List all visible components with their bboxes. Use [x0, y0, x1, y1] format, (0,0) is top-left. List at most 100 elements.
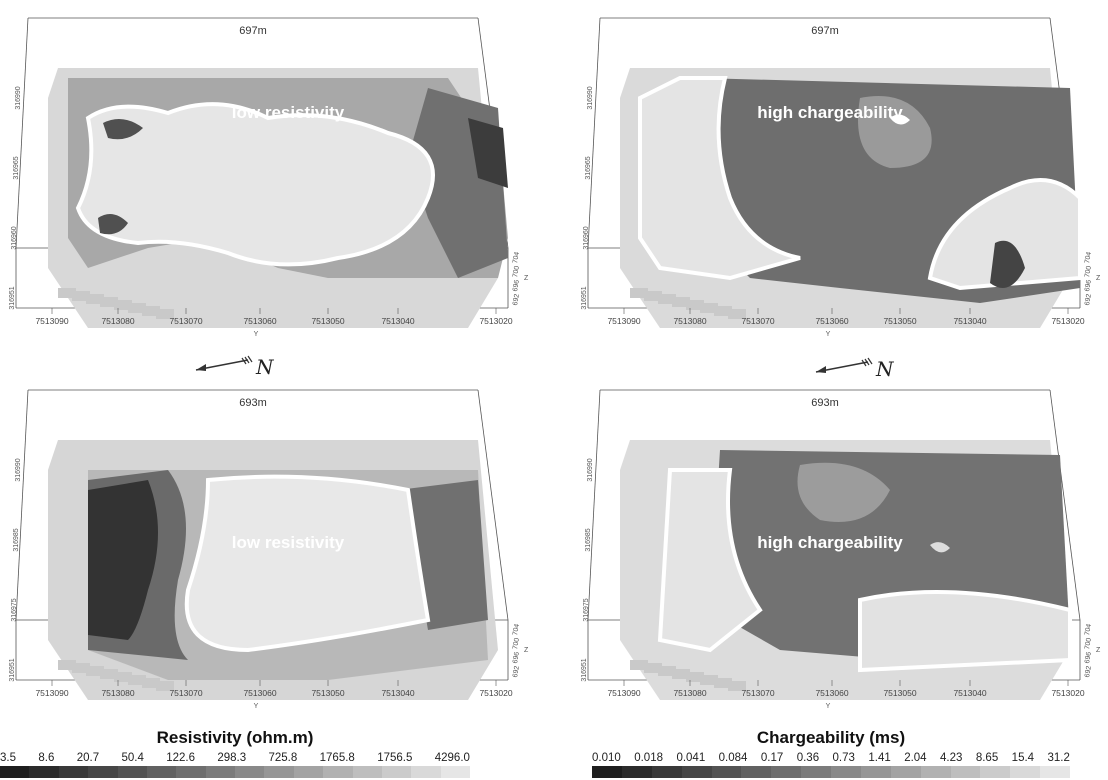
- contour-step: [714, 306, 732, 316]
- z-tick-label: 696: [1084, 651, 1093, 664]
- legend-swatch: [831, 766, 861, 778]
- legend-value: 0.010: [592, 752, 621, 764]
- depth-label: 693m: [239, 397, 267, 409]
- x-tick-label: 7513050: [311, 688, 344, 698]
- contour-step: [86, 666, 104, 676]
- contour-step: [58, 660, 76, 670]
- zone-label: low resistivity: [232, 103, 345, 122]
- legend-value: 4296.0: [434, 752, 470, 764]
- depth-label: 697m: [811, 25, 839, 37]
- z-tick-label: 696: [512, 279, 521, 292]
- contour-step: [630, 660, 648, 670]
- contour-step: [630, 288, 648, 298]
- z-tick-label: 692: [512, 665, 521, 678]
- z-tick-label: 692: [1084, 665, 1093, 678]
- legend-swatch: [0, 766, 30, 778]
- zone-label: high chargeability: [757, 533, 903, 552]
- z-tick-label: 700: [1084, 265, 1093, 278]
- contour-step: [114, 672, 132, 682]
- legend-colorbar: [592, 766, 1070, 778]
- map-panel-2: 697m high chargeability 7513090 7513080 7513…: [580, 8, 1101, 348]
- depth-label: 693m: [811, 397, 839, 409]
- x-tick-label: 7513060: [815, 688, 848, 698]
- x-tick-label: 7513020: [1051, 688, 1084, 698]
- y-tick-label: 316985: [585, 528, 592, 551]
- legend-value: 3.5: [0, 752, 16, 764]
- y-tick-label: 316990: [587, 86, 594, 109]
- y-tick-label: 316951: [581, 658, 588, 681]
- contour-step: [658, 294, 676, 304]
- legend-value: 298.3: [217, 752, 247, 764]
- x-tick-label: 7513070: [741, 316, 774, 326]
- z-tick-label: 704: [512, 251, 521, 264]
- contour-step: [714, 678, 732, 688]
- legend-swatch: [711, 766, 742, 778]
- contour-surface: [48, 68, 508, 328]
- legend-value: 15.4: [1011, 752, 1035, 764]
- contour-step: [728, 681, 746, 691]
- legend-values: 0.010 0.018 0.041 0.084 0.17 0.36 0.73 1.41 2.04…: [592, 752, 1070, 764]
- z-tick-label: 704: [1084, 623, 1093, 636]
- z-tick-label: 692: [512, 293, 521, 306]
- legend-swatch: [890, 766, 921, 778]
- legend-value: 20.7: [76, 752, 100, 764]
- contour-zone: [858, 590, 1072, 673]
- contour-step: [686, 672, 704, 682]
- y-tick-label: 316975: [11, 598, 18, 621]
- contour-zone: [398, 480, 488, 630]
- y-tick-label: 316985: [13, 528, 20, 551]
- legend-value: 8.65: [975, 752, 999, 764]
- y-tick-label: 316951: [581, 286, 588, 309]
- box-edge: [15, 389, 29, 621]
- legend-swatch: [1010, 766, 1041, 778]
- x-tick-label: 7513060: [243, 316, 276, 326]
- zone-label: high chargeability: [757, 103, 903, 122]
- contour-zone: [88, 480, 158, 640]
- contour-step: [700, 675, 718, 685]
- x-tick-label: 7513050: [883, 688, 916, 698]
- contour-step: [142, 306, 160, 316]
- north-label: N: [875, 357, 895, 381]
- x-tick-label: 7513080: [673, 688, 706, 698]
- legend-swatch: [235, 766, 265, 778]
- y-tick-label: 316965: [13, 156, 20, 179]
- x-tick-label: 7513080: [101, 316, 134, 326]
- contour-step: [672, 669, 690, 679]
- z-tick-label: 692: [1084, 293, 1093, 306]
- contour-step: [86, 294, 104, 304]
- z-tick-label: 700: [1084, 637, 1093, 650]
- z-axis-label: Z: [1096, 647, 1101, 654]
- contour-zone: [930, 542, 950, 553]
- x-axis-label: Y: [254, 703, 259, 710]
- legend-value: 1756.5: [377, 752, 413, 764]
- box-edge: [15, 17, 29, 249]
- x-axis-label: Y: [826, 331, 831, 338]
- legend-value: 8.6: [38, 752, 55, 764]
- x-axis-label: Y: [826, 703, 831, 710]
- box-edge: [1049, 389, 1081, 621]
- contour-step: [142, 678, 160, 688]
- legend-colorbar: [0, 766, 470, 778]
- contour-zone: [858, 96, 932, 168]
- legend-value: 31.2: [1047, 752, 1070, 764]
- contour-zone: [990, 240, 1025, 288]
- contour-step: [72, 291, 90, 301]
- legend-swatch: [801, 766, 831, 778]
- legend-value: 0.084: [718, 752, 748, 764]
- z-tick-label: 700: [512, 265, 521, 278]
- legend-swatch: [411, 766, 441, 778]
- y-tick-label: 316990: [587, 458, 594, 481]
- x-tick-label: 7513080: [101, 688, 134, 698]
- legend-swatch: [592, 766, 622, 778]
- x-tick-label: 7513040: [953, 316, 986, 326]
- legend-swatch: [920, 766, 951, 778]
- legend-swatch: [264, 766, 294, 778]
- legend-title: Chargeability (ms): [756, 728, 906, 747]
- x-axis-label: Y: [254, 331, 259, 338]
- legend-swatch: [741, 766, 772, 778]
- x-tick-label: 7513060: [243, 688, 276, 698]
- chargeability-map-693: 693m high chargeability 7513090 7513080 7513…: [581, 389, 1101, 710]
- contour-step: [728, 309, 746, 319]
- legend-value: 0.73: [832, 752, 855, 764]
- box-edge: [587, 17, 601, 249]
